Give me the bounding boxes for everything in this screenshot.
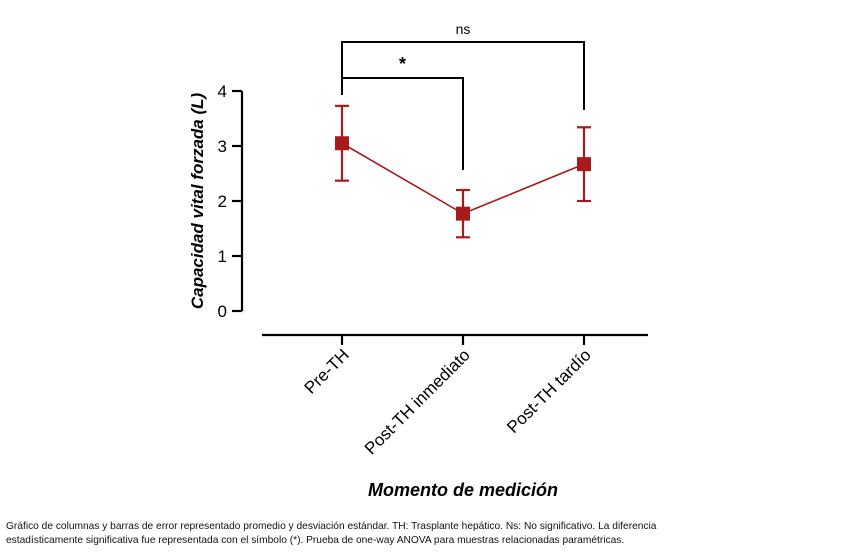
chart-series xyxy=(335,104,591,239)
chart: 0 1 2 3 4 * ns Pre-TH Post-TH inmediato Post-TH… xyxy=(188,21,648,500)
y-tick-label: 4 xyxy=(218,82,227,101)
y-tick-label: 3 xyxy=(218,137,227,156)
significance-bracket xyxy=(341,41,585,110)
x-tick-label: Pre-TH xyxy=(301,345,353,397)
significance-label: * xyxy=(399,54,406,74)
significance-label: ns xyxy=(456,21,471,37)
significance-bracket xyxy=(341,77,464,170)
chart-labels: Pre-TH Post-TH inmediato Post-TH tardío Cap… xyxy=(188,93,595,500)
y-axis-title: Capacidad vital forzada (L) xyxy=(188,93,207,310)
x-tick-label: Post-TH inmediato xyxy=(361,345,474,458)
x-tick-label: Post-TH tardío xyxy=(503,345,595,437)
data-point xyxy=(335,136,349,151)
significance-brackets: * ns xyxy=(341,21,585,170)
data-point xyxy=(577,157,591,172)
caption-line-1: Gráfico de columnas y barras de error re… xyxy=(6,521,657,532)
x-axis-title: Momento de medición xyxy=(368,480,558,500)
data-point xyxy=(456,206,470,221)
y-tick-label: 0 xyxy=(218,302,227,321)
y-tick-label: 2 xyxy=(218,192,227,211)
figure-caption: Gráfico de columnas y barras de error re… xyxy=(6,520,844,548)
caption-line-2: estadísticamente significativa fue repre… xyxy=(6,535,625,546)
chart-axes: 0 1 2 3 4 xyxy=(218,82,648,345)
y-tick-label: 1 xyxy=(218,247,227,266)
